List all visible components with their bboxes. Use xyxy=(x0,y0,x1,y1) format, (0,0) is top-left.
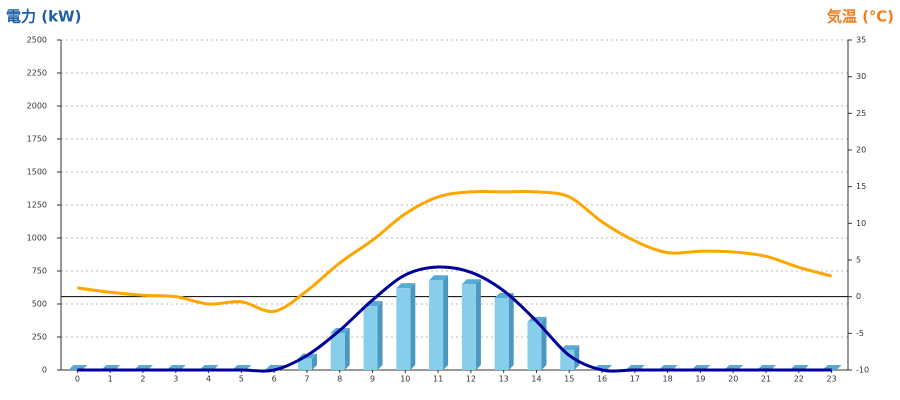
x-tick-label: 10 xyxy=(400,375,410,384)
bar-side xyxy=(311,353,317,370)
bar xyxy=(429,280,444,370)
bar xyxy=(330,333,345,370)
bar-side xyxy=(344,328,350,370)
x-tick-label: 18 xyxy=(663,375,673,384)
x-tick-label: 16 xyxy=(597,375,607,384)
x-tick-label: 20 xyxy=(728,375,738,384)
y-tick-label: 1000 xyxy=(27,234,47,243)
y-axis-title: 電力 (kW) xyxy=(6,8,81,26)
y2-tick-label: 5 xyxy=(856,256,861,265)
bar-side xyxy=(508,293,514,370)
x-tick-label: 14 xyxy=(531,375,541,384)
bar-side xyxy=(574,345,580,370)
x-tick-label: 19 xyxy=(695,375,705,384)
x-tick-label: 12 xyxy=(466,375,476,384)
y-tick-label: 1750 xyxy=(27,135,47,144)
y-tick-label: 1500 xyxy=(27,168,47,177)
bar-top xyxy=(560,345,580,351)
y-tick-label: 1250 xyxy=(27,201,47,210)
y2-tick-label: -5 xyxy=(856,329,864,338)
bar-side xyxy=(410,283,416,370)
x-tick-label: 21 xyxy=(761,375,771,384)
line xyxy=(77,265,832,373)
y-tick-label: 500 xyxy=(32,300,47,309)
x-tick-label: 17 xyxy=(630,375,640,384)
x-tick-label: 6 xyxy=(272,375,277,384)
y2-tick-label: 20 xyxy=(856,146,866,155)
bar xyxy=(363,305,378,370)
bar-top xyxy=(429,275,449,281)
y-tick-label: 250 xyxy=(32,333,47,342)
y2-axis-title: 気温 (℃) xyxy=(827,8,894,26)
bar xyxy=(297,358,312,370)
y2-tick-label: 0 xyxy=(856,292,861,301)
bar xyxy=(396,288,411,370)
bar-side xyxy=(475,279,481,370)
bar xyxy=(461,284,476,370)
x-tick-label: 23 xyxy=(827,375,837,384)
x-tick-label: 5 xyxy=(239,375,244,384)
x-tick-label: 7 xyxy=(304,375,309,384)
y2-tick-label: 35 xyxy=(856,36,866,45)
line xyxy=(77,189,832,313)
y2-tick-label: 10 xyxy=(856,219,866,228)
x-tick-label: 0 xyxy=(75,375,80,384)
x-tick-label: 8 xyxy=(337,375,342,384)
x-tick-label: 2 xyxy=(140,375,145,384)
bar xyxy=(527,321,542,370)
bar-side xyxy=(541,316,547,370)
y-tick-label: 750 xyxy=(32,267,47,276)
x-tick-label: 22 xyxy=(794,375,804,384)
y-tick-label: 0 xyxy=(42,366,47,375)
y2-tick-label: 15 xyxy=(856,182,866,191)
y-tick-label: 2500 xyxy=(27,36,47,45)
x-tick-label: 9 xyxy=(370,375,375,384)
bar-side xyxy=(377,300,383,370)
x-tick-label: 15 xyxy=(564,375,574,384)
y-tick-label: 2250 xyxy=(27,69,47,78)
y2-tick-label: 30 xyxy=(856,72,866,81)
x-tick-label: 4 xyxy=(206,375,211,384)
bar-top xyxy=(461,279,481,285)
x-tick-label: 3 xyxy=(173,375,178,384)
y2-tick-label: 25 xyxy=(856,109,866,118)
x-tick-label: 1 xyxy=(108,375,113,384)
y2-tick-label: -10 xyxy=(856,366,869,375)
bar xyxy=(494,298,509,370)
x-tick-label: 11 xyxy=(433,375,443,384)
x-tick-label: 13 xyxy=(499,375,509,384)
bar-side xyxy=(443,275,449,370)
y-tick-label: 2000 xyxy=(27,102,47,111)
bar-top xyxy=(396,283,416,289)
